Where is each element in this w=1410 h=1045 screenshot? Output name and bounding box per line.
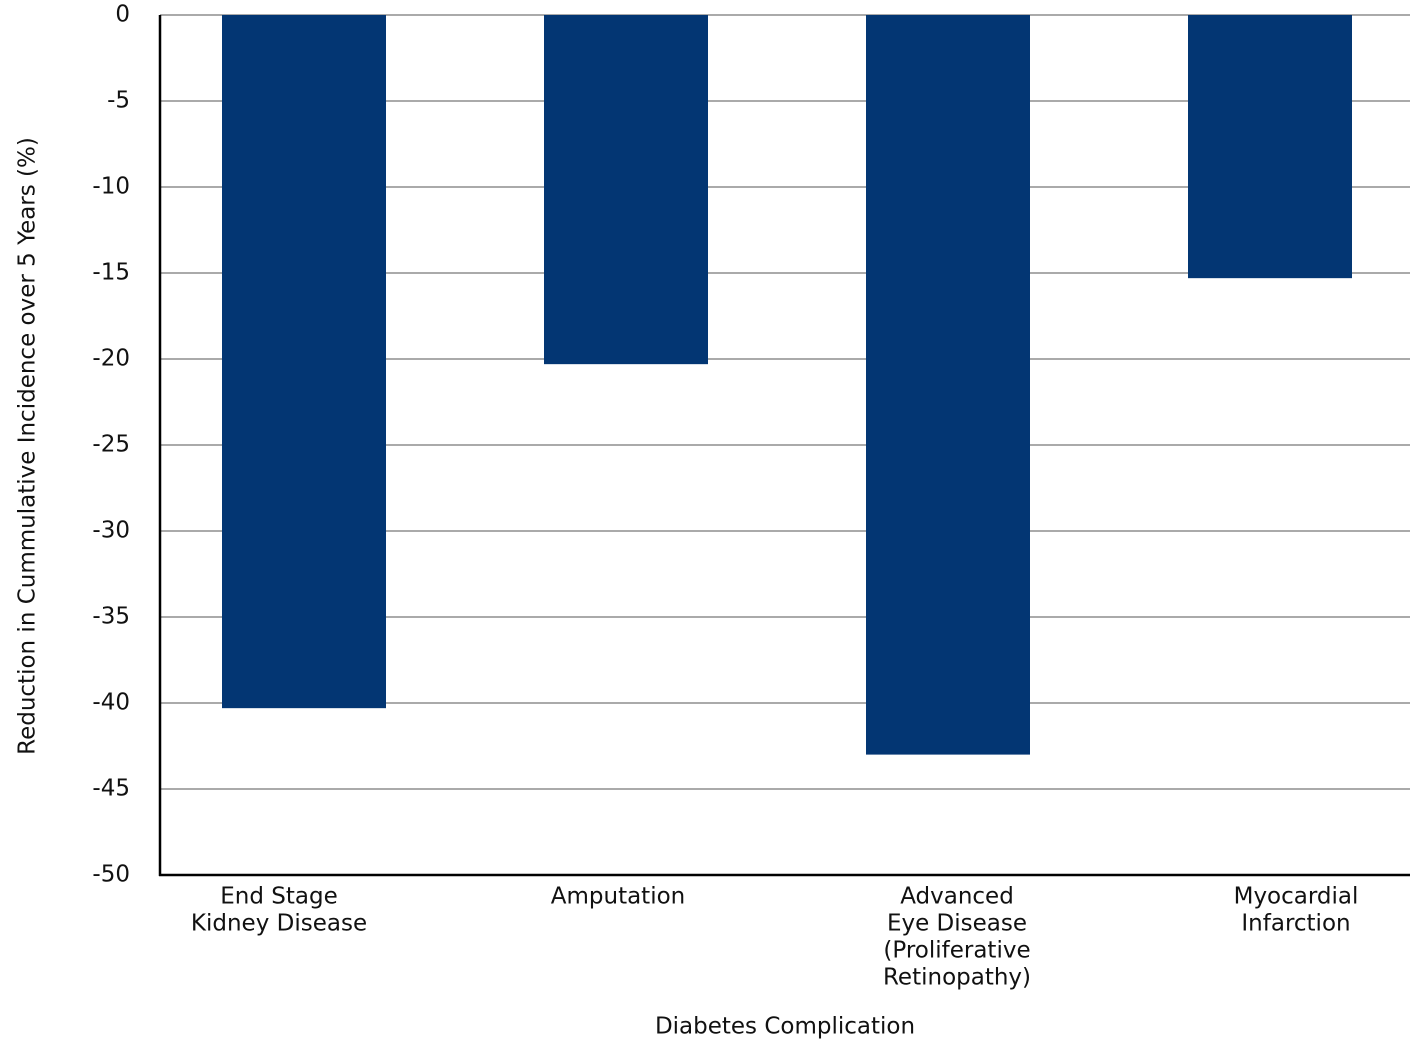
y-tick-label: -30 [92,518,130,544]
x-tick-label: Eye Disease [887,911,1027,937]
x-tick-label: End Stage [220,884,337,910]
y-tick-label: -50 [92,862,130,888]
y-tick-label: -5 [107,88,130,114]
x-tick-label: Amputation [551,884,686,910]
x-tick-label: (Proliferative [883,938,1030,964]
y-tick-label: -20 [92,346,130,372]
y-tick-label: -45 [92,776,130,802]
y-tick-label: -40 [92,690,130,716]
x-tick-label: Infarction [1241,911,1350,937]
x-tick-label: Myocardial [1234,884,1359,910]
y-tick-label: 0 [115,2,130,28]
bar [1188,15,1352,279]
y-tick-label: -35 [92,604,130,630]
x-tick-label: Advanced [900,884,1014,910]
bar [866,15,1030,755]
x-tick-label: Kidney Disease [191,911,367,937]
y-axis-title: Reduction in Cummulative Incidence over … [15,137,41,755]
y-tick-label: -10 [92,174,130,200]
x-axis-title: Diabetes Complication [655,1014,915,1040]
bar [222,15,386,709]
y-tick-label: -25 [92,432,130,458]
bar [544,15,708,365]
x-tick-label: Retinopathy) [883,965,1031,991]
y-tick-label: -15 [92,260,130,286]
